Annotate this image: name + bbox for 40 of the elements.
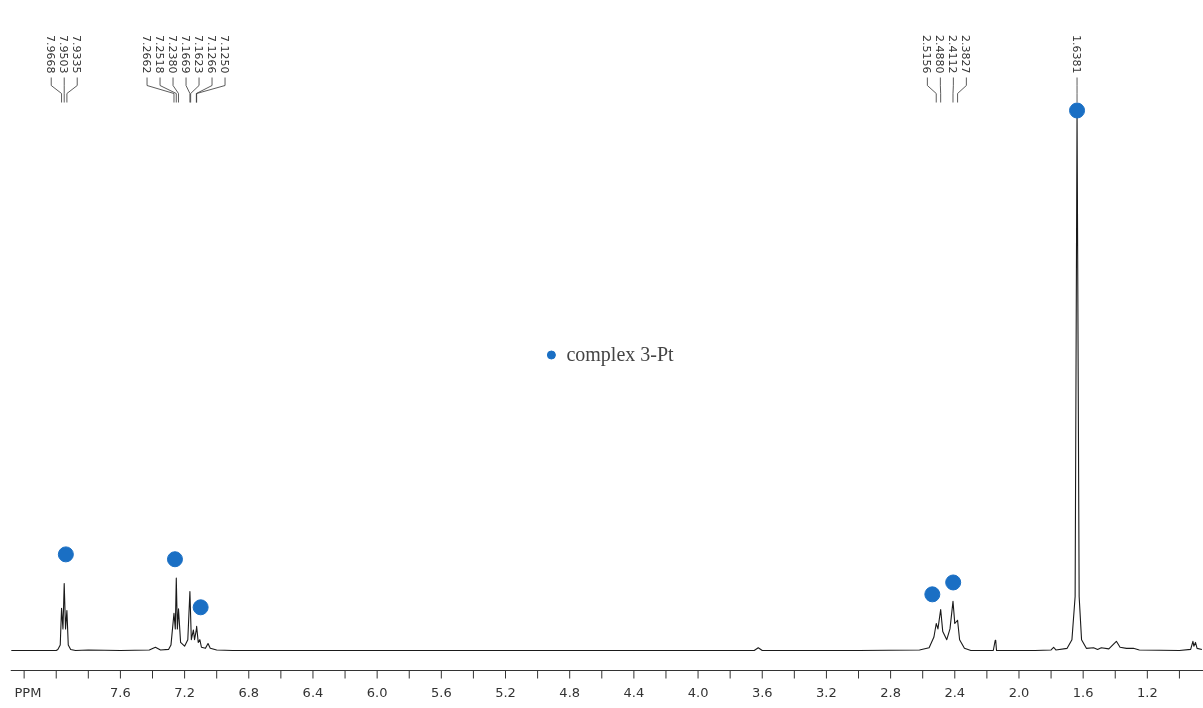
x-tick-label: 6.8 bbox=[238, 685, 260, 700]
x-tick-label: 5.6 bbox=[430, 685, 452, 700]
x-axis-title: PPM bbox=[14, 685, 42, 700]
x-tick-label: 4.4 bbox=[623, 685, 645, 700]
annotation: 7.1669 bbox=[179, 35, 193, 74]
x-tick-label: 6.4 bbox=[302, 685, 324, 700]
annotation: 2.3827 bbox=[959, 35, 973, 74]
point bbox=[57, 546, 74, 563]
annotation: 1.6381 bbox=[1070, 35, 1084, 74]
annotation: 7.9503 bbox=[57, 35, 71, 74]
point bbox=[924, 586, 941, 603]
legend-label: complex 3-Pt bbox=[566, 342, 674, 366]
x-tick-label: 3.2 bbox=[816, 685, 837, 700]
point bbox=[192, 599, 209, 616]
x-tick-label: 2.0 bbox=[1008, 685, 1030, 700]
annotation: 2.4112 bbox=[946, 35, 960, 74]
annotation: 7.2518 bbox=[153, 35, 167, 74]
point bbox=[166, 551, 183, 568]
x-tick-label: 5.2 bbox=[495, 685, 516, 700]
annotation: 7.9668 bbox=[44, 35, 58, 74]
x-tick-label: 1.2 bbox=[1137, 685, 1158, 700]
annotation: 2.5156 bbox=[920, 35, 934, 74]
x-tick-label: 7.6 bbox=[110, 685, 131, 700]
x-tick-label: 7.2 bbox=[174, 685, 195, 700]
point bbox=[945, 574, 962, 591]
annotation: 7.1623 bbox=[192, 35, 206, 74]
annotation: 7.1266 bbox=[205, 35, 219, 74]
x-tick-label: 6.0 bbox=[366, 685, 388, 700]
x-tick-label: 2.8 bbox=[880, 685, 901, 700]
annotation: 7.2380 bbox=[166, 35, 180, 74]
x-tick-label: 4.8 bbox=[559, 685, 581, 700]
x-tick-label: 4.0 bbox=[687, 685, 709, 700]
annotation: 2.4880 bbox=[933, 35, 947, 74]
x-tick-label: 3.6 bbox=[751, 685, 773, 700]
x-tick-label: 2.4 bbox=[944, 685, 966, 700]
annotation: 7.2662 bbox=[140, 35, 154, 74]
x-tick-label: 1.6 bbox=[1072, 685, 1094, 700]
point bbox=[1069, 102, 1086, 119]
annotation: 7.9335 bbox=[70, 35, 84, 74]
annotation: 7.1250 bbox=[218, 35, 232, 74]
